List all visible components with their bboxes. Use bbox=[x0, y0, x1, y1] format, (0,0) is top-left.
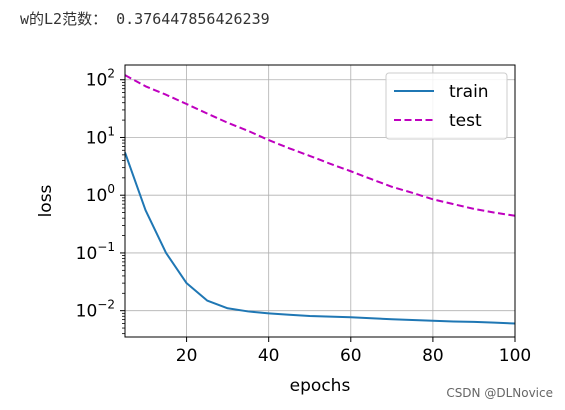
y-axis-label: loss bbox=[36, 184, 56, 217]
x-tick-label: 80 bbox=[422, 346, 444, 366]
legend-box bbox=[385, 72, 508, 140]
series-line-train bbox=[124, 152, 516, 325]
y-tick-label: 100 bbox=[86, 182, 115, 206]
legend-label-test: test bbox=[449, 111, 482, 131]
y-tick-label: 10−2 bbox=[76, 298, 115, 322]
series-line-test bbox=[124, 74, 516, 217]
x-axis-label: epochs bbox=[290, 376, 351, 396]
x-tick-label: 60 bbox=[340, 346, 362, 366]
y-tick-label: 101 bbox=[86, 124, 115, 148]
x-tick-label: 40 bbox=[258, 346, 280, 366]
legend-label-train: train bbox=[449, 82, 489, 102]
y-tick-label: 10−1 bbox=[76, 240, 115, 264]
y-tick-label: 102 bbox=[86, 67, 115, 91]
x-tick-label: 20 bbox=[176, 346, 198, 366]
watermark: CSDN @DLNovice bbox=[446, 386, 553, 400]
legend: train test bbox=[385, 72, 508, 140]
series-lines bbox=[124, 74, 516, 325]
axis-ticks: 20 40 60 80 100 10−2 10−1 100 101 102 bbox=[76, 67, 532, 366]
x-tick-label: 100 bbox=[499, 346, 531, 366]
output-text: w的L2范数： 0.376447856426239 bbox=[20, 10, 270, 28]
